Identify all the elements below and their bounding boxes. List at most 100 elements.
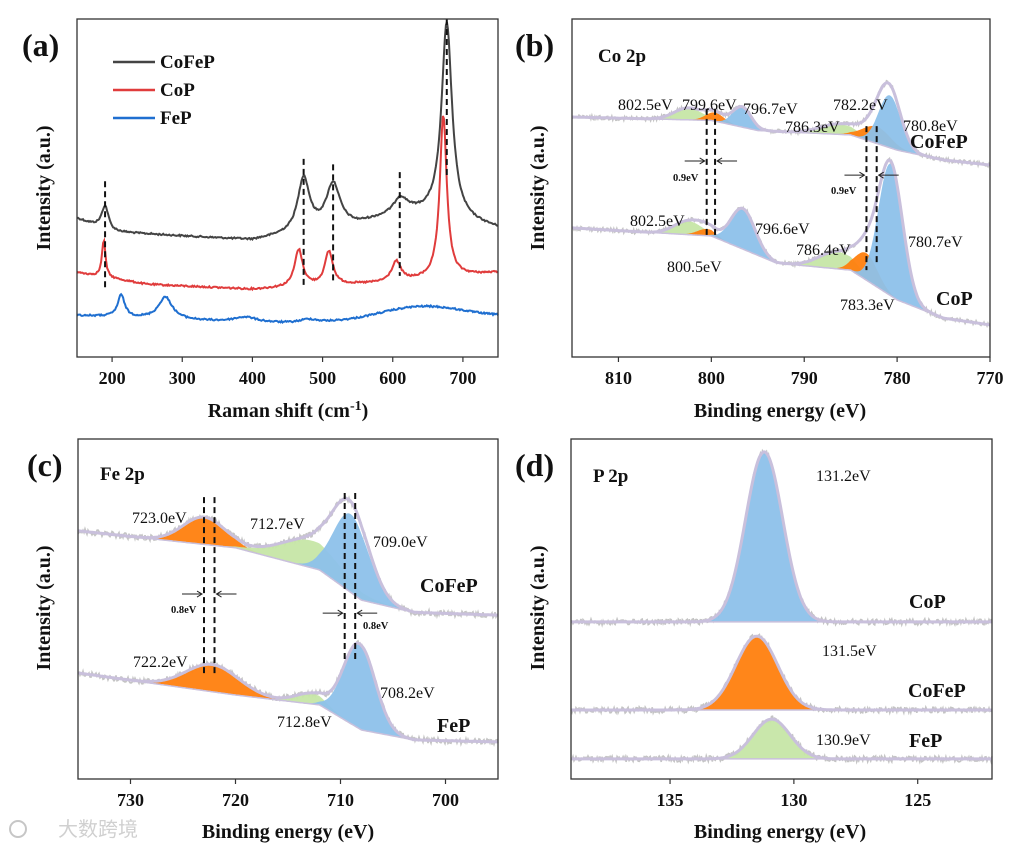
x-tick-label: 770 [977, 368, 1004, 388]
x-tick-label: 720 [222, 790, 249, 810]
sample-label: FeP [437, 715, 470, 737]
x-tick-label: 300 [169, 368, 196, 388]
legend-label: CoFeP [160, 52, 215, 73]
x-tick-label: 790 [791, 368, 818, 388]
x-tick-label: 500 [309, 368, 336, 388]
x-axis-label-text: Binding energy (eV) [694, 400, 866, 422]
series-line-fep [76, 292, 499, 324]
peak-label: 709.0eV [373, 534, 428, 551]
panel-d: 131.2eV CoP 131.5eV CoFeP 130.9eV FeP 135 130 12… [515, 438, 993, 843]
sample-label: CoFeP [420, 575, 478, 597]
panel-letter: (a) [22, 27, 59, 63]
fit-component-709 [294, 513, 408, 611]
fit-envelope-fep [571, 717, 992, 761]
fit-envelope-cofep [77, 496, 498, 617]
x-axis-label: Binding energy (eV) [694, 400, 866, 422]
panel-c: 723.0eV 712.7eV 709.0eV CoFeP 0.8eV 0.8eV 722.… [27, 438, 499, 843]
peak-label: 0.9eV [673, 173, 699, 184]
peak-label: 708.2eV [380, 685, 435, 702]
peak-label: 0.9eV [831, 186, 857, 197]
shift-arrow-left [877, 171, 899, 179]
fit-component-796.6 [704, 208, 781, 264]
x-tick-label: 135 [657, 790, 684, 810]
y-axis-label: Intensity (a.u.) [527, 125, 549, 250]
peak-label: 0.8eV [171, 605, 197, 616]
peak-label: 802.5eV [630, 213, 685, 230]
shift-arrow-left [215, 590, 237, 598]
series-line-cop [76, 115, 499, 292]
fit-envelope-cofep [572, 81, 991, 167]
peak-label: 0.8eV [363, 621, 389, 632]
fit-component-780.7 [852, 163, 929, 313]
sample-label: CoP [909, 591, 946, 613]
peak-label: 712.8eV [277, 714, 332, 731]
fit-component-786.4 [779, 251, 897, 300]
shift-arrow-left [356, 609, 378, 617]
peak-label: 780.8eV [903, 118, 958, 135]
x-tick-label: 710 [327, 790, 354, 810]
fit-component-712.8 [261, 693, 361, 730]
panel-title: Co 2p [598, 46, 646, 67]
fit-envelope-cop [571, 450, 992, 624]
y-axis-label: Intensity (a.u.) [527, 545, 549, 670]
fit-component-802.5 [643, 221, 733, 245]
plot-frame [570, 438, 993, 780]
fit-envelope-fep [77, 641, 498, 744]
peak-label: 786.3eV [785, 119, 840, 136]
x-axis-label: Raman shift (cm-1) [208, 399, 369, 423]
shift-arrow-right [182, 590, 203, 598]
sample-label: CoP [936, 288, 973, 310]
peak-label: 130.9eV [816, 732, 871, 749]
sample-label: CoFeP [910, 131, 968, 153]
x-tick-label: 800 [698, 368, 725, 388]
x-tick-label: 810 [605, 368, 632, 388]
x-tick-label: 780 [884, 368, 911, 388]
panel-letter: (b) [515, 27, 554, 63]
fit-component-802.5 [643, 108, 733, 125]
panel-b: 802.5eV 799.6eV 796.7eV 782.2eV 786.3eV 780.8… [515, 18, 1004, 422]
peak-label: 783.3eV [840, 297, 895, 314]
peak-label: 712.7eV [250, 516, 305, 533]
shift-arrow-left [716, 157, 738, 165]
fit-component-722.2 [129, 664, 296, 703]
x-tick-label: 700 [449, 368, 476, 388]
plot-frame [76, 18, 499, 358]
fit-component-131.5 [690, 636, 824, 710]
x-tick-label: 130 [780, 790, 807, 810]
fit-component-131.2 [705, 451, 824, 622]
peak-label: 131.2eV [816, 468, 871, 485]
plot-frame [77, 438, 499, 780]
panel-letter: (c) [27, 447, 63, 483]
x-axis-label-text: Raman shift (cm [208, 400, 351, 422]
x-tick-label: 200 [99, 368, 126, 388]
x-tick-label: 700 [432, 790, 459, 810]
peak-label: 800.5eV [667, 259, 722, 276]
panel-title: P 2p [593, 466, 628, 487]
x-tick-label: 730 [117, 790, 144, 810]
shift-arrow-right [844, 171, 866, 179]
watermark-logo-icon [9, 820, 27, 838]
peak-label: 782.2eV [833, 97, 888, 114]
x-axis-label-text: Binding energy (eV) [202, 821, 374, 843]
peak-label: 722.2eV [133, 654, 188, 671]
watermark-text: 大数跨境 [58, 818, 138, 841]
panel-letter: (d) [515, 447, 554, 483]
sample-label: CoFeP [908, 680, 966, 702]
y-axis-label: Intensity (a.u.) [33, 125, 55, 250]
x-axis-label-text: Binding energy (eV) [694, 821, 866, 843]
panel-title: Fe 2p [100, 464, 145, 485]
peak-label: 799.6eV [682, 97, 737, 114]
peak-label: 796.6eV [755, 221, 810, 238]
x-tick-label: 125 [904, 790, 931, 810]
x-tick-label: 600 [379, 368, 406, 388]
x-axis-label: Binding energy (eV) [694, 821, 866, 843]
peak-label: 780.7eV [908, 234, 963, 251]
x-axis-label: Binding energy (eV) [202, 821, 374, 843]
fit-envelope-cofep [571, 634, 992, 712]
watermark: 大数跨境 [9, 818, 138, 841]
fit-envelope-cop [572, 158, 991, 327]
legend-label: CoP [160, 80, 195, 101]
fit-component-708.2 [309, 643, 409, 739]
fit-component-800.5 [677, 229, 737, 247]
